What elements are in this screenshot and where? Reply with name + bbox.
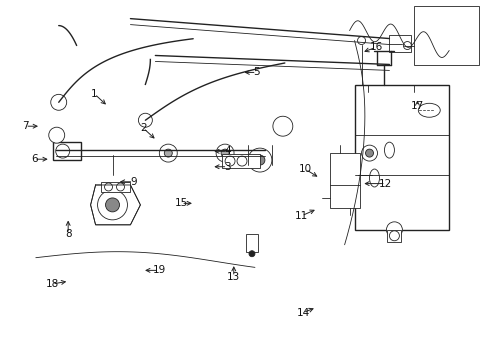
Circle shape [164, 149, 172, 157]
Circle shape [365, 149, 373, 157]
Text: 9: 9 [130, 177, 137, 187]
Bar [413, 6, 478, 66]
Text: 13: 13 [227, 272, 240, 282]
Text: 15: 15 [174, 198, 187, 208]
Text: 16: 16 [368, 42, 382, 52]
Circle shape [116, 183, 124, 191]
Text: 17: 17 [410, 102, 423, 112]
Circle shape [104, 183, 112, 191]
Bar [245, 234, 258, 252]
Circle shape [138, 113, 152, 127]
Text: 1: 1 [91, 89, 98, 99]
Bar [53, 142, 81, 160]
Ellipse shape [369, 169, 379, 187]
Circle shape [56, 144, 69, 158]
Circle shape [403, 41, 410, 50]
Circle shape [221, 149, 228, 157]
Ellipse shape [384, 142, 394, 158]
Circle shape [51, 94, 66, 110]
Text: 10: 10 [298, 164, 311, 174]
Circle shape [388, 231, 399, 241]
Polygon shape [90, 185, 140, 225]
Text: 8: 8 [65, 229, 71, 239]
Circle shape [224, 156, 235, 166]
Ellipse shape [417, 103, 439, 117]
Circle shape [361, 145, 377, 161]
Circle shape [254, 155, 264, 165]
Circle shape [272, 116, 292, 136]
Circle shape [388, 141, 412, 165]
Circle shape [389, 119, 411, 141]
Text: 11: 11 [294, 211, 307, 221]
Bar [101, 182, 130, 192]
Circle shape [373, 109, 395, 131]
Bar [222, 154, 260, 168]
Text: 19: 19 [152, 265, 165, 275]
Circle shape [216, 144, 234, 162]
Text: 12: 12 [378, 179, 391, 189]
Text: 5: 5 [253, 67, 260, 77]
Bar [388, 35, 410, 53]
Circle shape [237, 156, 246, 166]
Text: 2: 2 [140, 123, 146, 133]
Text: 6: 6 [31, 154, 37, 164]
Circle shape [159, 144, 177, 162]
Circle shape [395, 147, 407, 159]
Circle shape [386, 222, 402, 238]
Circle shape [98, 190, 127, 220]
Text: 4: 4 [224, 146, 230, 156]
Text: 14: 14 [296, 308, 309, 318]
Circle shape [357, 37, 365, 45]
Circle shape [105, 198, 119, 212]
Circle shape [247, 148, 271, 172]
Circle shape [49, 127, 64, 143]
Text: 7: 7 [22, 121, 29, 131]
Bar [354, 85, 448, 230]
Bar [329, 153, 359, 208]
Text: 18: 18 [45, 279, 59, 289]
Circle shape [434, 35, 442, 42]
Text: 3: 3 [224, 162, 230, 172]
Bar [386, 230, 401, 242]
Circle shape [248, 251, 254, 257]
